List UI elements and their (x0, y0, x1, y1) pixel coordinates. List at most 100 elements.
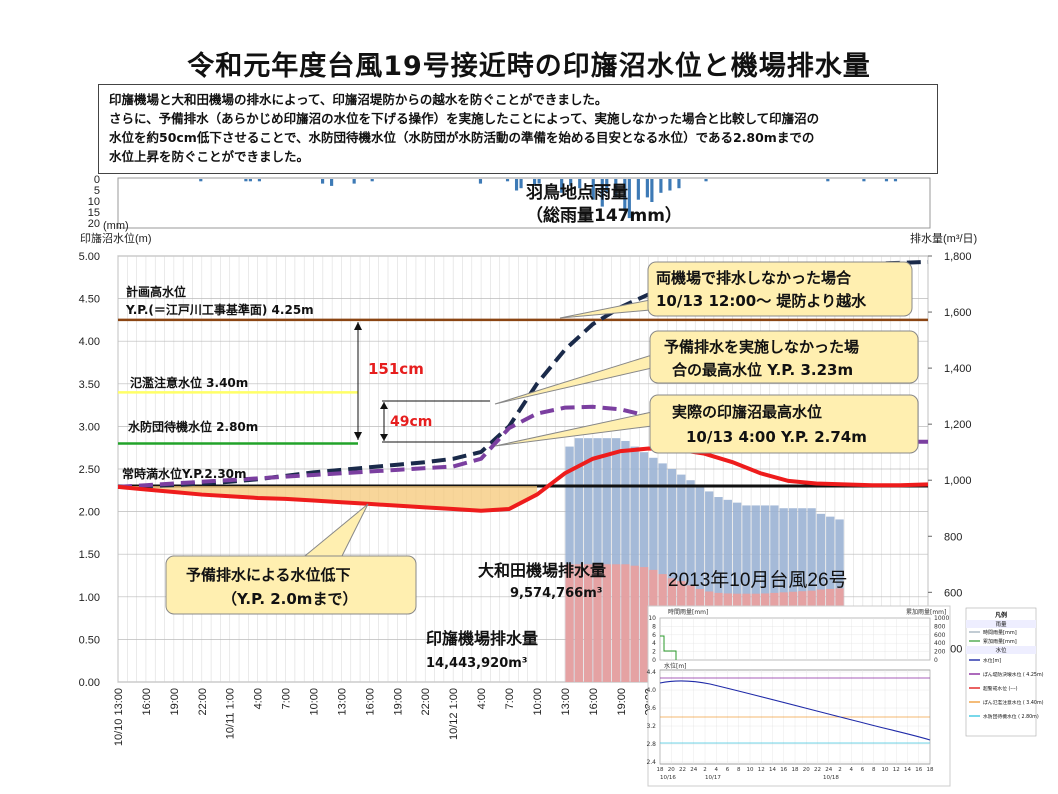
rain-bar (352, 179, 356, 184)
legend-item: ぽん氾濫注意水位 ( 3.40m) (983, 699, 1044, 706)
inset-tick-label: 4 (652, 640, 656, 647)
rain-tick: 15 (88, 207, 100, 219)
x-tick-label: 10/11 1:00 (225, 688, 237, 739)
inset-x-tick-label: 18 (927, 767, 934, 773)
owada-bar (630, 446, 639, 682)
legend-item: ぽん堤防決壊水位 ( 4.25m) (983, 671, 1044, 678)
callout-overflow: 両機場で排水しなかった場合 10/13 12:00～ 堤防より越水 (559, 261, 913, 319)
y2-tick-label: 1,000 (944, 475, 972, 487)
series-actual (117, 446, 929, 513)
legend-level-header-bg (966, 646, 1036, 654)
diff-151-marker: 151cm (354, 322, 424, 440)
inset-x-tick-label: 20 (668, 767, 675, 773)
y2-tick-label: 1,200 (944, 419, 972, 431)
pre-drain-area (118, 486, 537, 511)
owada-bar (677, 474, 686, 682)
inset-x-tick-label: 6 (861, 767, 865, 773)
x-tick-label: 22:00 (197, 688, 209, 716)
x-tick-label: 19:00 (616, 688, 628, 716)
rain-bar (659, 179, 663, 193)
description-line: 水位を約50cm低下させることで、水防団待機水位（水防団が水防活動の準備を始める… (109, 130, 815, 145)
inset-x-tick-label: 4 (850, 767, 854, 773)
y-tick-label: 0.50 (79, 634, 100, 646)
x-tick-label: 16:00 (364, 688, 376, 716)
inset-x-tick-label: 2 (838, 767, 842, 773)
legend-item: 累加雨量[mm] (983, 638, 1017, 645)
caution-label: 氾濫注意水位 3.40m (130, 375, 248, 390)
owada-bar (705, 491, 714, 682)
legend-item: 超警戒水位 (---) (983, 685, 1018, 692)
page-title: 令和元年度台風19号接近時の印旛沼水位と機場排水量 (187, 51, 871, 82)
rain-tick: 20 (88, 218, 100, 230)
inset-cum-line (660, 635, 677, 660)
plan-high-sub: Y.P.(＝江戸川工事基準面) 4.25m (125, 302, 314, 317)
callout-actual: 実際の印旛沼最高水位 10/13 4:00 Y.P. 2.74m (494, 394, 919, 454)
legend-rain-header: 雨量 (995, 621, 1007, 628)
y2-tick-label: 1,400 (944, 363, 972, 375)
inset-x-date: 10/18 (823, 775, 839, 781)
rain-bar (248, 179, 252, 182)
callout-text: 予備排水による水位低下 (186, 566, 351, 584)
rain-bar (893, 179, 898, 182)
owada-label: 大和田機場排水量 (478, 561, 606, 580)
inset-x-tick-label: 6 (726, 767, 730, 773)
inba-bar (611, 564, 621, 682)
rain-bar (478, 179, 483, 184)
rain-total: （総雨量147mm） (526, 205, 682, 226)
rain-bar (600, 179, 604, 207)
diff-151-text: 151cm (368, 360, 424, 378)
legend-frame (965, 607, 1037, 737)
inset-tick-label: 3.2 (646, 723, 656, 730)
owada-bar (686, 480, 695, 682)
normal-label: 常時満水位Y.P.2.30m (122, 466, 247, 481)
x-tick-label: 22:00 (420, 688, 432, 716)
standby-label: 水防団待機水位 2.80m (128, 419, 258, 434)
y-tick-label: 3.50 (79, 379, 100, 391)
callout-text: 両機場で排水しなかった場合 (656, 269, 852, 287)
y2-tick-label: 600 (944, 587, 962, 599)
description-box: 印旛機場と大和田機場の排水によって、印旛沼堤防からの越水を防ぐことができました。… (98, 84, 938, 174)
owada-bar (574, 438, 584, 682)
inba-bar (639, 567, 649, 682)
inba-bar (621, 564, 630, 682)
legend-level-header: 水位 (995, 646, 1007, 654)
inset-x-tick-label: 16 (780, 767, 787, 773)
x-tick-label: 4:00 (476, 688, 488, 709)
rain-bar (884, 179, 889, 182)
diff-49-text: 49cm (390, 414, 432, 430)
rain-bar (623, 179, 627, 212)
inba-bar (630, 565, 639, 682)
inset-tick-label: 8 (652, 623, 656, 630)
arrow-head (354, 322, 362, 330)
callout-box (165, 555, 417, 615)
diff-49-marker: 49cm (380, 400, 490, 443)
rain-bar (537, 179, 541, 184)
inset-x-ticks: 18 20 22 24 2 4 6 8 10 12 14 16 18 20 22 24 2 4 6 8 10 12 14 16… (657, 767, 934, 781)
y-tick-label: 3.00 (79, 421, 100, 433)
inset-tick-label: 1000 (934, 615, 949, 622)
owada-bar (667, 469, 677, 682)
owada-bar (695, 485, 705, 682)
legend-rain-header-bg (966, 620, 1036, 628)
inset-x-tick-label: 14 (769, 767, 776, 773)
rain-bar (244, 179, 248, 182)
callout-box (649, 394, 919, 454)
inset-tick-label: 0 (652, 657, 656, 664)
callout-pre-drain: 予備排水による水位低下 （Y.P. 2.0mまで） (165, 503, 417, 615)
inset-x-tick-label: 24 (690, 767, 697, 773)
rain-bar (519, 179, 523, 189)
owada-bar (593, 438, 602, 682)
y-tick-label: 5.00 (79, 251, 100, 263)
rain-bar (677, 179, 681, 189)
y-tick-label: 2.50 (79, 464, 100, 476)
inset-tick-label: 10 (648, 615, 656, 622)
legend-title: 凡例 (994, 611, 1007, 619)
inset-bottom-ticks: 4.4 4.0 3.6 3.2 2.8 2.4 (646, 669, 656, 766)
legend-item: 時間雨量[mm] (983, 629, 1017, 636)
inset-x-tick-label: 18 (657, 767, 664, 773)
inba-label: 印旛機場排水量 (426, 629, 538, 648)
